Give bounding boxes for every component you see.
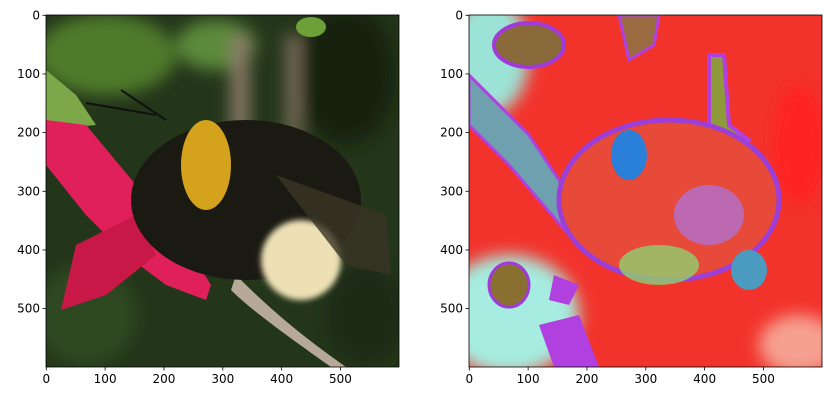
bee-photo [46, 15, 399, 367]
x-tick-label: 0 [465, 372, 473, 386]
y-tick-label: 0 [32, 8, 40, 22]
x-tick-label: 100 [94, 372, 117, 386]
x-tick-label: 500 [752, 372, 775, 386]
x-tick-label: 400 [693, 372, 716, 386]
bee-transformed [469, 15, 822, 367]
y-tick-label: 0 [455, 8, 463, 22]
y-tick-label: 100 [440, 67, 463, 81]
y-tick-label: 500 [17, 302, 40, 316]
x-tick-label: 300 [211, 372, 234, 386]
x-tick-label: 500 [329, 372, 352, 386]
y-tick-label: 400 [440, 243, 463, 257]
y-tick-label: 100 [17, 67, 40, 81]
y-tick-label: 300 [17, 184, 40, 198]
y-tick-label: 200 [17, 126, 40, 140]
y-tick-label: 500 [440, 302, 463, 316]
x-tick-label: 200 [153, 372, 176, 386]
x-tick-label: 200 [576, 372, 599, 386]
x-tick-label: 400 [270, 372, 293, 386]
x-tick-label: 300 [634, 372, 657, 386]
x-tick-label: 100 [517, 372, 540, 386]
y-tick-label: 300 [440, 184, 463, 198]
x-tick-label: 0 [42, 372, 50, 386]
y-tick-label: 200 [440, 126, 463, 140]
y-tick-label: 400 [17, 243, 40, 257]
